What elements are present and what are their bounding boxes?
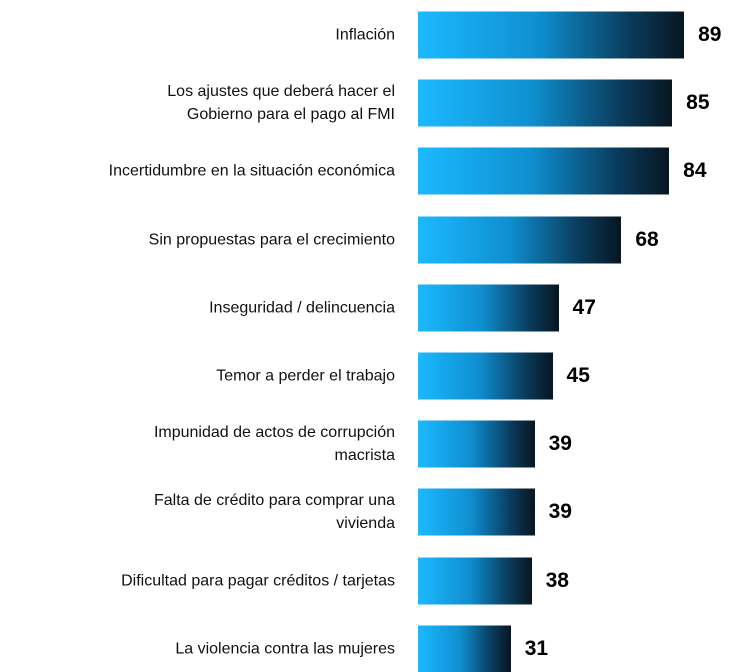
value-label: 38	[545, 568, 569, 592]
category-label: La violencia contra las mujeres	[175, 640, 395, 658]
value-label: 68	[635, 227, 659, 251]
category-label: Inflación	[335, 26, 395, 44]
bar	[418, 488, 535, 536]
bar	[418, 79, 673, 127]
bar	[418, 625, 511, 672]
value-label: 39	[548, 432, 572, 456]
category-label: Incertidumbre en la situación económica	[108, 162, 395, 180]
category-label: Falta de crédito para comprar una vivien…	[153, 492, 395, 533]
category-label: Los ajustes que deberá hacer el Gobierno…	[167, 83, 395, 124]
bar	[418, 420, 535, 468]
bar	[418, 557, 532, 605]
bar	[418, 284, 559, 332]
value-label: 89	[698, 23, 722, 46]
bar	[418, 11, 685, 59]
bar	[418, 352, 553, 400]
category-label: Sin propuestas para el crecimiento	[148, 231, 395, 249]
bar	[418, 147, 670, 195]
value-label: 31	[524, 636, 549, 660]
category-label: Dificultad para pagar créditos / tarjeta…	[121, 572, 395, 590]
value-label: 39	[548, 500, 572, 524]
value-label: 45	[566, 364, 590, 387]
bar	[418, 216, 622, 264]
value-label: 47	[572, 295, 596, 319]
category-label: Inseguridad / delincuencia	[209, 299, 395, 317]
value-label: 85	[686, 91, 710, 115]
value-label: 84	[683, 159, 707, 183]
category-label: Impunidad de actos de corrupción macrist…	[153, 424, 395, 465]
category-label: Temor a perder el trabajo	[216, 367, 395, 385]
